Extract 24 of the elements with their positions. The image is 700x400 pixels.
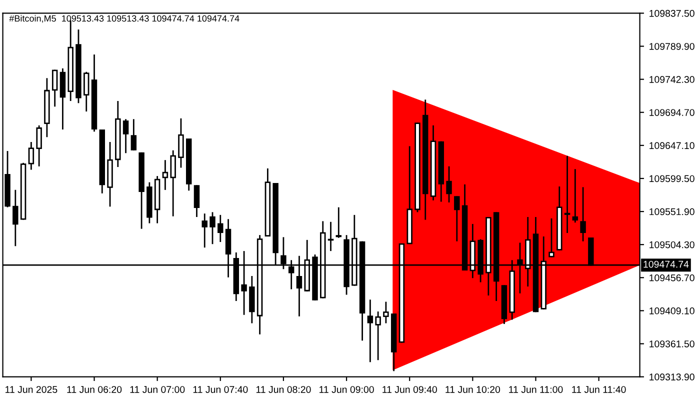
- y-tick-label: 109361.50: [650, 340, 694, 348]
- y-tick-label: 109789.90: [650, 42, 694, 50]
- x-tick-label: 11 Jun 06:20: [67, 386, 122, 393]
- y-tick-label: 109742.30: [650, 76, 694, 83]
- x-tick-label: 11 Jun 2025: [6, 386, 58, 393]
- y-tick-label: 109456.70: [650, 274, 694, 282]
- x-tick-label: 11 Jun 11:00: [509, 386, 563, 393]
- x-tick-label: 11 Jun 08:20: [256, 386, 311, 393]
- x-tick-label: 11 Jun 07:00: [130, 386, 185, 393]
- y-tick-label: 109694.70: [650, 109, 694, 116]
- y-tick-label: 109313.90: [650, 374, 694, 380]
- y-tick-label: 109551.90: [650, 208, 694, 216]
- ref-line-label: 109474.74: [644, 260, 689, 268]
- x-tick-label: 11 Jun 07:40: [193, 386, 248, 393]
- y-tick-label: 109599.50: [650, 175, 694, 182]
- y-tick-label: 109409.10: [650, 307, 694, 314]
- y-tick-label: 109837.50: [650, 10, 694, 17]
- x-tick-label: 11 Jun 09:40: [382, 386, 437, 393]
- chart-title: #Bitcoin,M5 109513.43 109513.43 109474.74 109474.74: [9, 15, 240, 23]
- x-tick-label: 11 Jun 09:00: [320, 386, 374, 393]
- x-tick-label: 11 Jun 11:40: [572, 386, 626, 393]
- y-tick-label: 109647.10: [650, 142, 694, 150]
- x-tick-label: 11 Jun 10:20: [446, 386, 500, 393]
- y-tick-label: 109504.30: [650, 241, 694, 248]
